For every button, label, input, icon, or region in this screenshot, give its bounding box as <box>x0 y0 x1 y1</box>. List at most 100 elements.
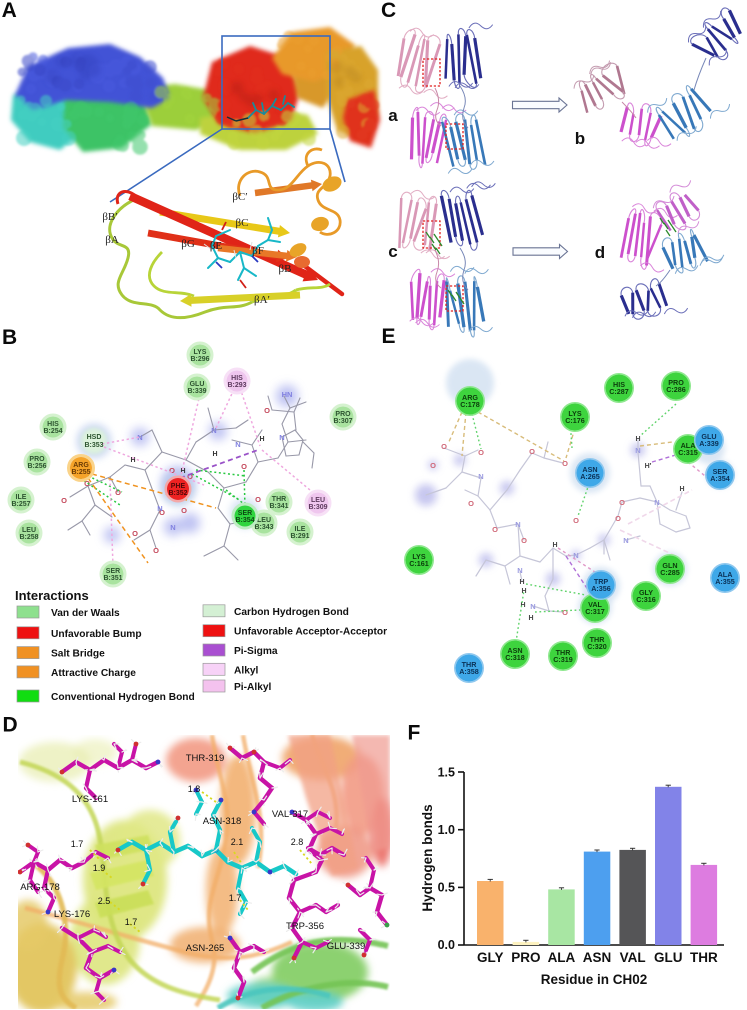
svg-text:1.0: 1.0 <box>438 823 455 837</box>
svg-text:SER: SER <box>238 510 252 517</box>
svg-text:d: d <box>595 243 605 262</box>
svg-text:LYS: LYS <box>412 552 426 561</box>
svg-text:N: N <box>530 602 535 611</box>
svg-text:Van der Waals: Van der Waals <box>51 608 120 619</box>
svg-text:LYS: LYS <box>194 349 207 356</box>
svg-text:B:351: B:351 <box>103 575 122 582</box>
svg-text:N: N <box>170 523 175 532</box>
svg-text:1.7: 1.7 <box>125 917 138 927</box>
svg-text:Pi-Sigma: Pi-Sigma <box>234 646 278 657</box>
svg-text:O: O <box>573 516 579 525</box>
svg-text:1.5: 1.5 <box>438 765 455 779</box>
svg-text:TRP: TRP <box>594 577 609 586</box>
svg-text:ASN-318: ASN-318 <box>203 816 242 827</box>
svg-text:B: B <box>2 326 17 349</box>
svg-text:B:296: B:296 <box>190 356 209 363</box>
svg-text:N: N <box>157 504 162 513</box>
svg-text:Interactions: Interactions <box>15 588 89 603</box>
svg-text:H: H <box>520 602 525 609</box>
svg-text:A: A <box>2 0 17 22</box>
svg-text:N: N <box>137 433 142 442</box>
svg-text:THR: THR <box>272 496 286 503</box>
svg-text:Conventional Hydrogen Bond: Conventional Hydrogen Bond <box>51 692 195 703</box>
svg-text:SER: SER <box>106 568 120 575</box>
svg-text:C:315: C:315 <box>678 448 698 457</box>
svg-text:O: O <box>241 462 247 471</box>
svg-text:βC: βC <box>236 217 249 229</box>
svg-text:H: H <box>130 457 135 464</box>
svg-text:C:161: C:161 <box>409 559 429 568</box>
svg-text:N: N <box>623 536 628 545</box>
svg-text:PRO: PRO <box>668 378 684 387</box>
svg-text:O: O <box>478 448 484 457</box>
svg-text:C:176: C:176 <box>565 416 585 425</box>
svg-text:βB′: βB′ <box>102 211 117 223</box>
svg-text:Unfavorable Bump: Unfavorable Bump <box>51 629 142 640</box>
svg-text:B:343: B:343 <box>254 524 273 531</box>
svg-text:PRO: PRO <box>511 950 540 965</box>
svg-text:H: H <box>528 615 533 622</box>
svg-text:B:256: B:256 <box>27 463 46 470</box>
svg-text:B:254: B:254 <box>43 428 62 435</box>
svg-text:HN: HN <box>282 390 293 399</box>
svg-text:B:258: B:258 <box>19 534 38 541</box>
svg-text:C: C <box>381 0 396 22</box>
svg-text:βB: βB <box>279 263 292 275</box>
svg-text:GLU: GLU <box>701 432 716 441</box>
svg-text:THR: THR <box>462 660 478 669</box>
svg-text:PRO: PRO <box>335 411 351 418</box>
svg-text:LEU: LEU <box>311 497 325 504</box>
svg-text:B:257: B:257 <box>11 501 30 508</box>
svg-text:ALA: ALA <box>681 441 696 450</box>
svg-text:GLU-339: GLU-339 <box>327 941 366 952</box>
svg-text:Alkyl: Alkyl <box>234 665 259 676</box>
svg-text:H: H <box>259 436 264 443</box>
svg-text:c: c <box>388 242 397 261</box>
svg-text:2.5: 2.5 <box>98 896 111 906</box>
svg-text:GLY: GLY <box>477 950 504 965</box>
svg-text:H′: H′ <box>645 463 652 470</box>
svg-text:O: O <box>492 525 498 534</box>
svg-text:A:358: A:358 <box>459 667 479 676</box>
svg-text:N: N <box>478 472 483 481</box>
svg-text:βA′: βA′ <box>254 294 270 306</box>
svg-text:N: N <box>515 520 520 529</box>
svg-text:H: H <box>635 436 640 443</box>
svg-text:O: O <box>430 461 436 470</box>
svg-text:ASN: ASN <box>582 465 597 474</box>
svg-text:E: E <box>382 325 396 348</box>
svg-text:GLY: GLY <box>639 588 653 597</box>
svg-text:C:320: C:320 <box>587 642 607 651</box>
svg-text:F: F <box>408 721 421 744</box>
svg-text:Unfavorable Acceptor-Acceptor: Unfavorable Acceptor-Acceptor <box>234 627 387 638</box>
svg-text:N: N <box>517 566 522 575</box>
svg-text:C:319: C:319 <box>553 655 573 664</box>
svg-text:LEU: LEU <box>257 517 271 524</box>
svg-text:A:355: A:355 <box>715 577 735 586</box>
svg-text:ASN: ASN <box>583 950 612 965</box>
svg-text:HIS: HIS <box>613 380 625 389</box>
svg-text:O: O <box>132 529 138 538</box>
svg-text:O: O <box>615 514 621 523</box>
svg-text:A:265: A:265 <box>580 472 600 481</box>
svg-text:O: O <box>264 406 270 415</box>
svg-text:O: O <box>468 499 474 508</box>
svg-text:PRO: PRO <box>29 456 45 463</box>
svg-text:A:356: A:356 <box>591 584 611 593</box>
svg-text:THR: THR <box>556 648 572 657</box>
svg-text:2.8: 2.8 <box>291 837 304 847</box>
svg-text:N: N <box>235 440 240 449</box>
svg-text:0.0: 0.0 <box>438 938 455 952</box>
svg-text:H: H <box>521 588 526 595</box>
svg-text:Hydrogen bonds: Hydrogen bonds <box>420 804 435 911</box>
svg-text:TRP-356: TRP-356 <box>286 921 324 932</box>
svg-text:O: O <box>153 546 159 555</box>
svg-text:N: N <box>211 426 216 435</box>
svg-text:1.9: 1.9 <box>93 863 106 873</box>
svg-text:VAL: VAL <box>588 600 602 609</box>
svg-text:O: O <box>562 608 568 617</box>
svg-text:LYS-176: LYS-176 <box>54 909 90 920</box>
svg-text:B:339: B:339 <box>187 388 206 395</box>
svg-text:B:307: B:307 <box>333 418 352 425</box>
svg-text:HIS: HIS <box>47 421 59 428</box>
